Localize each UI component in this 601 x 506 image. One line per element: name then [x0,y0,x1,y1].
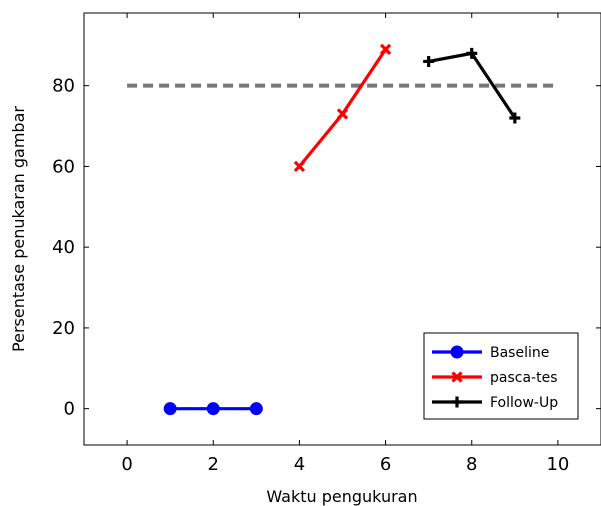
legend-item: Follow-Up [432,395,558,411]
data-point [249,402,263,416]
y-tick-label: 60 [52,156,75,177]
legend-items: Baseline pasca-tes Follow-Up [432,345,558,411]
data-point [509,112,521,124]
y-axis-label: Persentase penukaran gambar [9,106,28,352]
series-group [163,43,521,416]
x-axis-label: Waktu pengukuran [266,487,417,506]
data-point [466,47,478,59]
axis-ticks [84,13,601,445]
plot-frame [83,12,601,446]
x-tick-label: 8 [466,454,477,475]
tick-labels: 0 2 4 6 8 10 0 20 40 60 80 [52,76,569,475]
x-tick-label: 6 [380,454,391,475]
y-tick-label: 40 [52,237,75,258]
y-tick-label: 0 [64,399,75,420]
series-0 [163,402,263,416]
x-tick-label: 0 [121,454,132,475]
data-point [336,108,349,120]
legend: Baseline pasca-tes Follow-Up [423,332,579,420]
series-line [298,48,387,168]
x-tick-label: 2 [208,454,219,475]
series-1 [293,43,392,173]
series-2 [423,47,521,124]
legend-marker [450,345,464,359]
legend-item: Baseline [432,345,549,361]
y-tick-label: 20 [52,318,75,339]
data-point [423,55,435,67]
y-tick-label: 80 [52,76,75,97]
data-point [379,43,392,55]
legend-marker [451,371,463,383]
legend-label: Baseline [490,345,549,361]
x-tick-label: 10 [546,454,569,475]
legend-label: Follow-Up [490,395,558,411]
legend-marker [451,396,463,408]
x-tick-label: 4 [294,454,305,475]
legend-item: pasca-tes [432,370,557,386]
data-point [163,402,177,416]
data-point [293,160,306,173]
legend-label: pasca-tes [490,370,557,386]
data-point [206,402,220,416]
